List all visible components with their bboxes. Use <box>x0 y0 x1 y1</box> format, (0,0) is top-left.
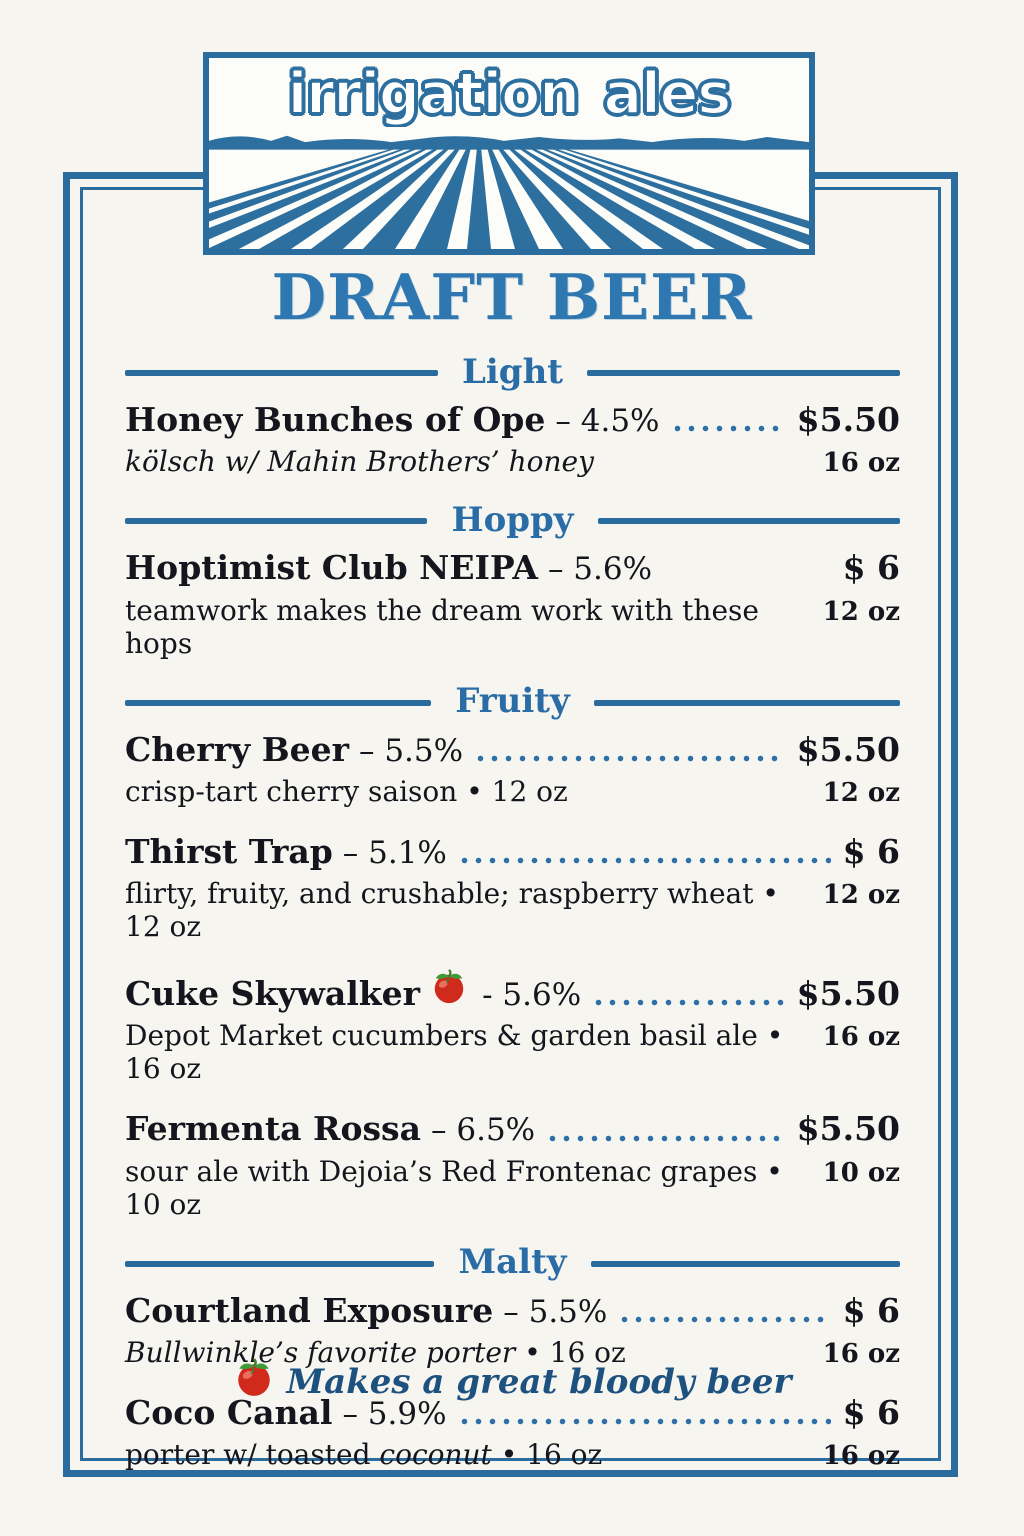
item-abv: – 5.1% <box>342 834 447 871</box>
item-price: $5.50 <box>796 400 900 439</box>
divider-line <box>125 699 432 706</box>
item-name: Cuke Skywalker <box>125 974 421 1013</box>
section-label: Fruity <box>455 681 570 721</box>
divider-line <box>125 1260 435 1267</box>
item-description: crisp-tart cherry saison • 12 oz <box>125 774 568 808</box>
item-name: Fermenta Rossa <box>125 1109 422 1149</box>
item-desc-row: porter w/ toasted coconut • 16 oz 16 oz <box>125 1438 900 1471</box>
tomato-icon <box>430 967 468 1009</box>
dotted-leader <box>673 425 785 433</box>
item-name-row: Thirst Trap – 5.1% $ 6 <box>125 832 900 872</box>
item-cherry-beer: Cherry Beer – 5.5% $5.50 crisp-tart cher… <box>125 730 900 808</box>
tomato-icon <box>233 1356 275 1407</box>
item-description: sour ale with Dejoia’s Red Frontenac gra… <box>125 1154 783 1221</box>
divider-line <box>587 370 900 376</box>
item-name-row: Cuke Skywalker - 5.6% $5.50 <box>125 967 900 1014</box>
section-label: Hoppy <box>451 499 574 540</box>
item-name: Hoptimist Club NEIPA <box>125 548 538 588</box>
item-name-row: Courtland Exposure – 5.5% $ 6 <box>125 1291 900 1331</box>
item-cuke-skywalker: Cuke Skywalker - 5.6% $5.50 Depot Market… <box>125 967 900 1085</box>
item-price: $ 6 <box>842 831 900 871</box>
item-description: teamwork makes the dream work with these… <box>125 593 759 660</box>
item-description: porter w/ toasted coconut • 16 oz <box>125 1438 603 1471</box>
section-header-malty: Malty <box>125 1242 901 1283</box>
item-size: 12 oz <box>822 880 900 910</box>
divider-line <box>593 699 900 706</box>
item-name-row: Hoptimist Club NEIPA – 5.6% $ 6 <box>125 548 900 588</box>
item-name-row: Fermenta Rossa – 6.5% $5.50 <box>125 1109 900 1149</box>
dotted-leader <box>549 1134 785 1142</box>
dotted-leader <box>621 1315 831 1323</box>
item-price: $5.50 <box>796 1109 900 1149</box>
item-description: kölsch w/ Mahin Brothers’ honey <box>125 445 594 479</box>
section-label: Light <box>461 351 564 392</box>
item-price: $5.50 <box>796 974 900 1013</box>
divider-line <box>590 1260 901 1267</box>
footer-note-text: Makes a great bloody beer <box>286 1361 792 1402</box>
item-thirst-trap: Thirst Trap – 5.1% $ 6 flirty, fruity, a… <box>125 832 900 943</box>
section-label: Malty <box>458 1242 567 1282</box>
item-size: 16 oz <box>822 1338 900 1369</box>
item-desc-row: Bullwinkle’s favorite porter • 16 oz 16 … <box>125 1336 900 1369</box>
item-name-row: Honey Bunches of Ope – 4.5% $5.50 <box>125 400 900 440</box>
item-desc-row: kölsch w/ Mahin Brothers’ honey 16 oz <box>125 445 900 478</box>
item-honey-bunches-of-ope: Honey Bunches of Ope – 4.5% $5.50 kölsch… <box>125 400 900 478</box>
item-desc-row: flirty, fruity, and crushable; raspberry… <box>125 877 900 943</box>
item-desc-row: sour ale with Dejoia’s Red Frontenac gra… <box>125 1155 900 1221</box>
item-hoptimist-club-neipa: Hoptimist Club NEIPA – 5.6% $ 6 teamwork… <box>125 548 900 659</box>
item-price: $5.50 <box>796 729 900 769</box>
item-abv: – 5.9% <box>342 1395 447 1432</box>
item-size: 16 oz <box>822 448 900 479</box>
item-name-row: Cherry Beer – 5.5% $5.50 <box>125 730 900 770</box>
item-description: flirty, fruity, and crushable; raspberry… <box>125 877 779 943</box>
item-name: Coco Canal <box>125 1392 333 1432</box>
item-abv: – 5.5% <box>358 732 464 769</box>
item-desc-row: crisp-tart cherry saison • 12 oz 12 oz <box>125 775 900 808</box>
item-price: $ 6 <box>842 548 900 588</box>
item-abv: - 5.6% <box>482 977 582 1013</box>
item-description: Bullwinkle’s favorite porter • 16 oz <box>125 1335 626 1369</box>
dotted-leader <box>460 857 831 864</box>
divider-line <box>125 518 428 525</box>
item-coco-canal: Coco Canal – 5.9% $ 6 porter w/ toasted … <box>125 1393 900 1471</box>
page-title: DRAFT BEER <box>271 260 753 334</box>
item-abv: – 6.5% <box>431 1112 536 1149</box>
item-price: $ 6 <box>842 1392 900 1432</box>
section-header-fruity: Fruity <box>125 684 900 722</box>
item-abv: – 5.5% <box>503 1293 608 1330</box>
item-desc-row: Depot Market cucumbers & garden basil al… <box>125 1019 900 1085</box>
footer-note: Makes a great bloody beer <box>0 1356 1024 1407</box>
item-desc-row: teamwork makes the dream work with these… <box>125 594 900 660</box>
divider-line <box>125 370 438 376</box>
menu-content: Light Honey Bunches of Ope – 4.5% $5.50 … <box>125 354 901 1495</box>
item-size: 12 oz <box>822 596 900 627</box>
logo-box: irrigation ales <box>203 52 815 255</box>
item-description: Depot Market cucumbers & garden basil al… <box>125 1019 784 1086</box>
item-name: Cherry Beer <box>125 729 349 769</box>
dotted-leader <box>460 1418 831 1425</box>
field-rows-icon <box>209 127 809 249</box>
item-price: $ 6 <box>842 1290 900 1330</box>
divider-line <box>597 518 901 525</box>
dotted-leader <box>595 999 785 1007</box>
irrigated-field-illustration <box>209 127 809 249</box>
item-size: 12 oz <box>822 777 900 808</box>
item-courtland-exposure: Courtland Exposure – 5.5% $ 6 Bullwinkle… <box>125 1291 900 1369</box>
item-name: Honey Bunches of Ope <box>125 400 546 439</box>
item-size: 16 oz <box>822 1441 900 1471</box>
section-header-light: Light <box>125 354 900 392</box>
brand-logo: irrigation ales <box>287 61 733 127</box>
item-fermenta-rossa: Fermenta Rossa – 6.5% $5.50 sour ale wit… <box>125 1109 900 1220</box>
dotted-leader <box>477 754 785 762</box>
item-name-row: Coco Canal – 5.9% $ 6 <box>125 1393 900 1433</box>
item-abv: – 5.6% <box>547 551 653 588</box>
section-header-hoppy: Hoppy <box>125 499 901 540</box>
item-abv: – 4.5% <box>555 403 660 439</box>
item-size: 16 oz <box>822 1022 900 1053</box>
item-name: Thirst Trap <box>125 831 333 871</box>
item-size: 10 oz <box>822 1157 900 1188</box>
item-name: Courtland Exposure <box>125 1290 494 1330</box>
